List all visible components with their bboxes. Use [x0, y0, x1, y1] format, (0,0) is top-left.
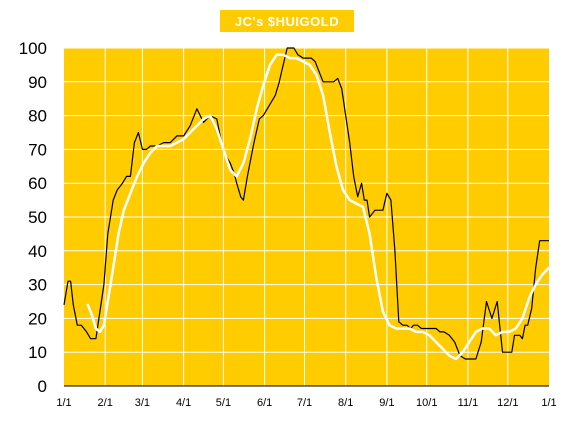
y-tick-label: 40 [28, 242, 47, 261]
x-tick-label: 7/1 [297, 397, 312, 409]
x-tick-label: 12/1 [497, 397, 518, 409]
x-tick-label: 2/1 [98, 397, 113, 409]
y-tick-label: 70 [28, 140, 47, 159]
x-tick-label: 10/1 [416, 397, 437, 409]
x-tick-label: 1/1 [56, 397, 71, 409]
x-tick-label: 5/1 [216, 397, 231, 409]
x-tick-label: 4/1 [176, 397, 191, 409]
y-tick-label: 10 [28, 343, 47, 362]
x-tick-label: 11/1 [458, 397, 479, 409]
chart-title-box: JC's $HUIGOLD [220, 10, 354, 32]
y-tick-label: 90 [28, 73, 47, 92]
x-tick-label: 6/1 [257, 397, 272, 409]
y-tick-label: 60 [28, 174, 47, 193]
y-tick-label: 50 [28, 208, 47, 227]
x-tick-label: 8/1 [338, 397, 353, 409]
x-tick-label: 9/1 [379, 397, 394, 409]
y-tick-label: 100 [19, 39, 47, 58]
y-tick-label: 0 [38, 377, 47, 396]
raw-price-line [63, 47, 549, 360]
y-tick-label: 20 [28, 309, 47, 328]
x-tick-label: 1/1 [541, 397, 556, 409]
y-tick-label: 30 [28, 276, 47, 295]
chart-title: JC's $HUIGOLD [234, 13, 340, 29]
x-tick-label: 3/1 [135, 397, 150, 409]
smoothed-line [86, 53, 551, 361]
y-tick-label: 80 [28, 107, 47, 126]
